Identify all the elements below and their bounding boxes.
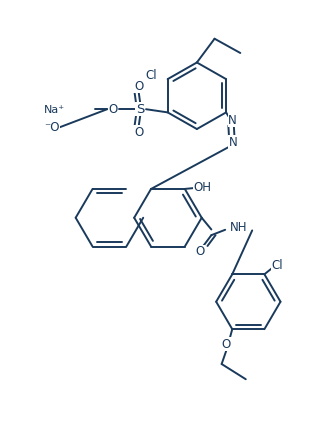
Text: O: O (134, 125, 143, 138)
Text: N: N (228, 114, 237, 127)
Text: O: O (108, 103, 118, 116)
Text: O: O (195, 245, 205, 258)
Text: OH: OH (193, 181, 212, 194)
Text: O: O (222, 338, 231, 351)
Text: Cl: Cl (271, 259, 283, 272)
Text: NH: NH (230, 221, 247, 234)
Text: N: N (229, 136, 238, 149)
Text: Cl: Cl (145, 69, 157, 82)
Text: ⁻O: ⁻O (44, 121, 60, 134)
Text: O: O (134, 80, 143, 93)
Text: Na⁺: Na⁺ (44, 105, 65, 115)
Text: S: S (136, 103, 144, 116)
